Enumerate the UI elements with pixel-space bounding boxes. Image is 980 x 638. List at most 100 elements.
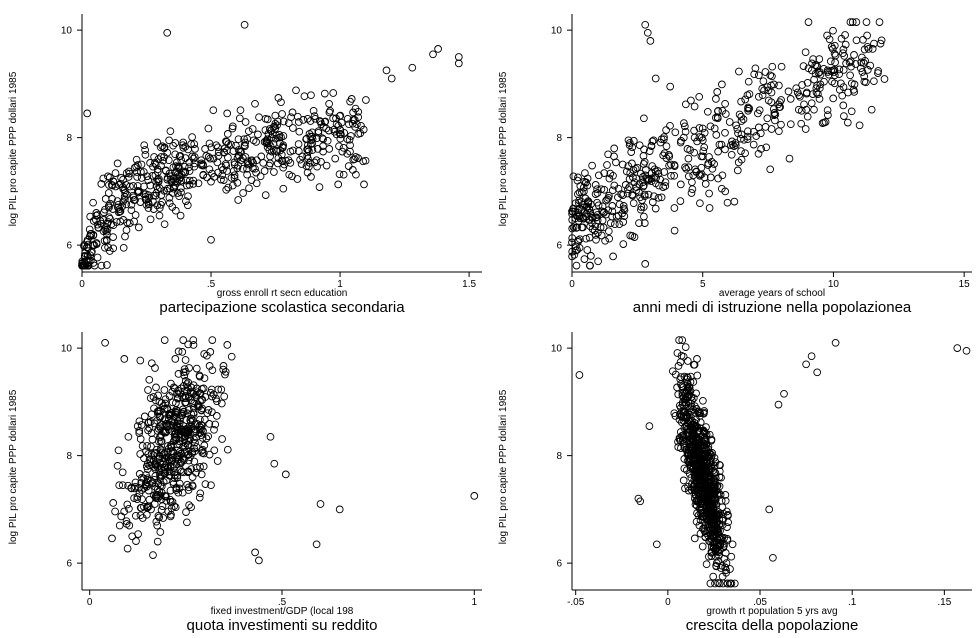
- data-point: [709, 572, 718, 581]
- data-point: [101, 205, 109, 214]
- y-tick-label: 6: [556, 559, 562, 570]
- data-point: [880, 75, 889, 83]
- data-point: [769, 553, 777, 562]
- data-point: [191, 145, 199, 153]
- data-point: [146, 181, 155, 190]
- data-point: [687, 446, 696, 455]
- x-tick-label: 15: [959, 279, 971, 290]
- data-point: [248, 125, 257, 133]
- data-point: [876, 39, 885, 48]
- data-point: [303, 168, 312, 177]
- data-point: [177, 188, 185, 197]
- data-point: [111, 507, 119, 516]
- data-point: [706, 504, 715, 513]
- data-point: [143, 502, 152, 511]
- data-point: [690, 485, 699, 493]
- data-point: [703, 458, 712, 466]
- data-point: [148, 171, 157, 180]
- data-point: [718, 572, 727, 581]
- data-point: [186, 435, 195, 443]
- data-point: [706, 531, 715, 540]
- data-point: [754, 92, 763, 101]
- data-point: [176, 459, 185, 468]
- data-point: [647, 141, 656, 150]
- data-point: [157, 200, 165, 209]
- data-point: [693, 371, 702, 380]
- data-point: [114, 200, 123, 209]
- data-point: [845, 58, 854, 67]
- data-point: [636, 497, 645, 506]
- data-point: [828, 45, 837, 53]
- data-point: [134, 530, 142, 538]
- data-point: [698, 465, 707, 474]
- data-point: [190, 457, 199, 466]
- data-point: [117, 512, 126, 521]
- y-axis-label: log PIL pro capite PPP dollari 1985: [498, 71, 509, 226]
- data-point: [339, 170, 348, 179]
- data-point: [217, 399, 226, 408]
- data-point: [582, 234, 590, 243]
- data-point: [197, 159, 206, 168]
- data-point: [305, 147, 313, 155]
- data-point: [85, 256, 93, 265]
- data-point: [331, 154, 340, 163]
- data-point: [678, 388, 687, 397]
- data-point: [610, 144, 619, 153]
- data-point: [586, 222, 595, 231]
- data-point: [707, 508, 716, 516]
- data-point: [131, 482, 140, 491]
- data-point: [846, 18, 855, 26]
- data-point: [593, 189, 602, 197]
- data-point: [704, 552, 713, 561]
- data-point: [349, 108, 357, 117]
- data-point: [145, 424, 154, 433]
- data-point: [185, 501, 193, 509]
- data-point: [102, 235, 111, 244]
- data-point: [735, 67, 743, 76]
- data-point: [670, 161, 679, 169]
- data-point: [211, 420, 220, 429]
- data-point: [862, 18, 871, 26]
- data-point: [578, 188, 586, 197]
- data-point: [629, 199, 638, 208]
- data-point: [579, 183, 588, 192]
- data-point: [208, 169, 216, 178]
- data-point: [721, 496, 730, 505]
- data-point: [182, 398, 190, 407]
- data-point: [594, 228, 602, 237]
- data-point: [754, 149, 763, 158]
- data-point: [241, 142, 249, 151]
- data-point: [619, 202, 628, 210]
- data-point: [174, 455, 183, 464]
- data-point: [701, 429, 709, 437]
- data-point: [172, 162, 180, 170]
- data-point: [799, 62, 808, 70]
- data-point: [279, 117, 288, 126]
- data-point: [718, 503, 727, 512]
- data-point: [619, 191, 627, 199]
- data-point: [118, 481, 127, 490]
- x-axis-label: average years of school: [719, 288, 825, 299]
- data-point: [743, 132, 752, 141]
- data-point: [254, 130, 262, 139]
- data-point: [615, 200, 624, 209]
- data-point: [156, 528, 165, 536]
- data-point: [223, 445, 232, 454]
- data-point: [646, 37, 655, 45]
- data-point: [114, 208, 123, 217]
- data-point: [115, 481, 124, 490]
- data-point: [697, 152, 706, 161]
- data-point: [104, 189, 113, 197]
- data-point: [207, 235, 215, 244]
- data-point: [346, 147, 354, 156]
- data-point: [690, 490, 699, 499]
- data-point: [134, 223, 143, 232]
- data-point: [122, 226, 131, 234]
- data-point: [205, 420, 214, 428]
- data-point: [197, 156, 206, 165]
- data-point: [629, 136, 638, 145]
- data-point: [700, 428, 709, 436]
- data-point: [673, 349, 682, 357]
- data-point: [711, 579, 719, 588]
- data-point: [251, 548, 259, 557]
